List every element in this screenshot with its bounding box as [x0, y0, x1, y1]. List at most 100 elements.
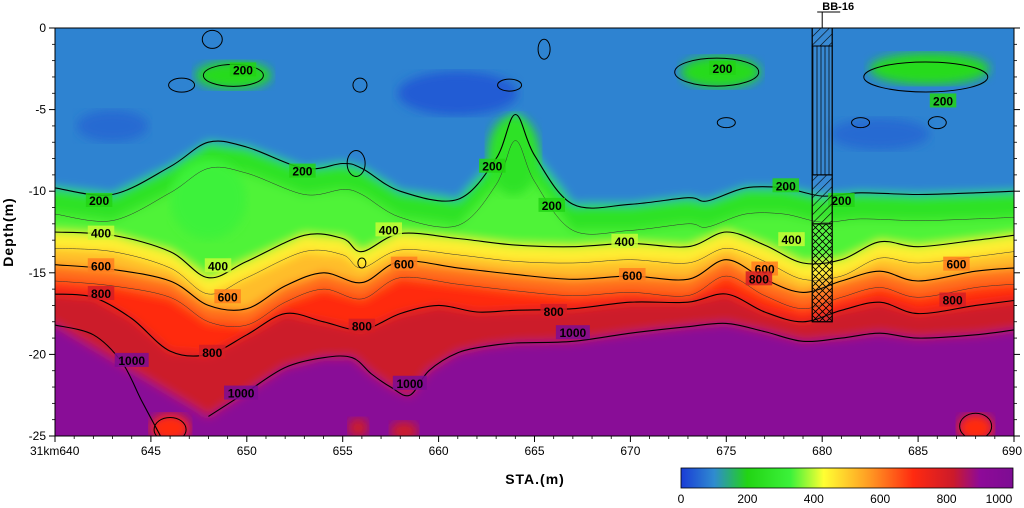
- spot-red-2: [957, 413, 994, 436]
- contour-label-bg-1: [709, 60, 736, 75]
- contour-closed-9: [346, 149, 366, 177]
- x-tick-label-10: 690: [1002, 444, 1022, 458]
- contour-closed-8: [927, 116, 947, 130]
- contour-label-27: 1000: [228, 387, 255, 401]
- y-tick-label-0: 0: [39, 21, 46, 35]
- contour-closed-4: [352, 77, 368, 93]
- borehole-layer-silt: [811, 45, 833, 176]
- contour-label-12: 400: [615, 235, 635, 249]
- borehole-layer-mid: [811, 174, 833, 225]
- contour-label-bg-10: [204, 258, 232, 273]
- band-8: [55, 323, 1014, 436]
- contour-label-bg-29: [555, 325, 590, 340]
- contour-closed-3: [168, 77, 196, 93]
- contour-closed-red-1: [153, 416, 187, 436]
- contour-label-bg-15: [214, 289, 241, 304]
- contour-closed-5: [497, 78, 523, 92]
- y-tick-label-5: -25: [29, 429, 47, 443]
- y-axis-title: Depth(m): [0, 197, 16, 266]
- contour-label-bg-16: [390, 256, 418, 271]
- colorbar-tick-label-0: 0: [678, 492, 685, 506]
- contour-label-bg-14: [87, 258, 115, 273]
- spot-blue-2: [397, 71, 518, 116]
- contour-label-bg-9: [87, 225, 115, 240]
- contour-400-1: [55, 231, 1014, 279]
- x-tick-label-1: 645: [141, 444, 161, 458]
- contour-label-bg-26: [114, 352, 149, 367]
- contour-label-17: 600: [622, 269, 642, 283]
- contour-closed-red-2: [959, 412, 993, 436]
- colorbar-tick-label-1: 200: [737, 492, 757, 506]
- contour-minor-400: [55, 248, 1014, 295]
- contour-label-3: 200: [89, 194, 109, 208]
- spot-red-4: [348, 417, 369, 436]
- y-tick-label-2: -10: [29, 184, 47, 198]
- contour-closed-6: [716, 117, 736, 129]
- contour-label-21: 800: [202, 346, 222, 360]
- y-tick-label-4: -20: [29, 347, 47, 361]
- contour-label-5: 200: [482, 160, 502, 174]
- contour-label-bg-12: [611, 233, 638, 248]
- x-tick-label-3: 655: [333, 444, 353, 458]
- contour-closed-200-b: [674, 57, 760, 87]
- contour-label-19: 600: [946, 258, 966, 272]
- colorbar-tick-label-4: 800: [937, 492, 957, 506]
- y-tick-label-3: -15: [29, 266, 47, 280]
- contour-label-bg-19: [943, 256, 970, 271]
- contour-label-bg-22: [348, 318, 376, 333]
- contour-label-bg-6: [538, 197, 566, 212]
- contour-label-bg-21: [199, 344, 226, 359]
- spot-blue-3: [829, 118, 930, 151]
- contour-label-0: 200: [233, 63, 253, 77]
- contour-closed-200-c: [863, 61, 989, 93]
- contour-label-bg-11: [375, 222, 402, 237]
- contour-label-bg-20: [87, 286, 115, 301]
- contour-label-20: 800: [91, 287, 111, 301]
- borehole-layer-bottom: [811, 223, 833, 323]
- x-tick-label-6: 670: [620, 444, 640, 458]
- borehole-layer-top: [811, 27, 833, 47]
- contour-label-bg-27: [224, 385, 259, 400]
- contour-label-bg-13: [778, 232, 805, 247]
- contour-1000-4: [208, 322, 1014, 417]
- y-tick-label-1: -5: [35, 103, 46, 117]
- spot-green-3: [869, 52, 990, 85]
- plot-area: 200 200 200 200 200 200 200 200 200 400 400 400 400 4…: [55, 28, 1014, 436]
- contour-label-22: 800: [352, 320, 372, 334]
- contour-label-16: 600: [394, 258, 414, 272]
- contour-label-8: 200: [831, 194, 851, 208]
- x-tick-label-0: 31km640: [30, 444, 80, 458]
- spot-red-3: [390, 421, 419, 436]
- contour-label-28: 1000: [396, 377, 423, 391]
- x-tick-label-4: 660: [429, 444, 449, 458]
- contour-label-13: 400: [781, 233, 801, 247]
- contour-label-bg-25: [939, 292, 966, 307]
- contour-label-bg-7: [772, 178, 800, 193]
- borehole-label: BB-16: [822, 1, 854, 13]
- contour-600-2: [55, 259, 1014, 311]
- colorbar-tick-label-5: 1000: [986, 492, 1013, 506]
- contour-label-10: 400: [208, 259, 228, 273]
- contour-label-bg-2: [929, 93, 957, 108]
- spot-green-4: [487, 115, 540, 196]
- contour-label-4: 200: [292, 165, 312, 179]
- contour-label-15: 600: [218, 290, 238, 304]
- contour-label-14: 600: [91, 259, 111, 273]
- colorbar: 0 200 400 600 800 1000: [678, 467, 1014, 506]
- x-tick-label-7: 675: [716, 444, 736, 458]
- contour-label-bg-23: [540, 303, 567, 318]
- contour-closed-1: [201, 29, 223, 49]
- contour-label-bg-5: [479, 158, 506, 173]
- contour-label-1: 200: [712, 62, 732, 76]
- x-tick-label-8: 680: [812, 444, 832, 458]
- contour-label-bg-4: [289, 163, 316, 178]
- contour-label-6: 200: [542, 199, 562, 213]
- contour-label-24: 800: [749, 272, 769, 286]
- contour-label-23: 800: [544, 305, 564, 319]
- colorbar-gradient: [680, 467, 1014, 489]
- contour-label-bg-28: [392, 375, 427, 390]
- contour-label-9: 400: [91, 227, 111, 241]
- contour-label-11: 400: [379, 223, 399, 237]
- contour-label-7: 200: [776, 179, 796, 193]
